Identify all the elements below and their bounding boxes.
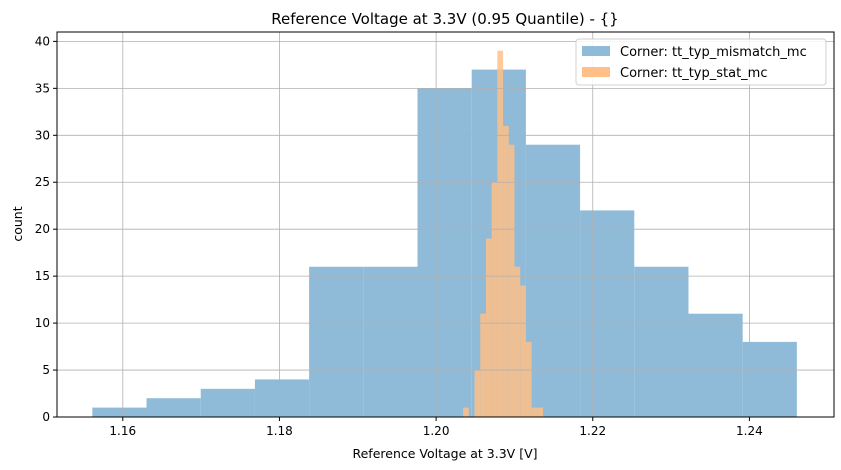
mismatch-bar bbox=[200, 388, 255, 417]
y-tick-label: 25 bbox=[35, 175, 50, 189]
mismatch-bar bbox=[309, 266, 364, 417]
y-tick-label: 40 bbox=[35, 34, 50, 48]
x-tick-label: 1.24 bbox=[736, 424, 763, 438]
x-tick-label: 1.16 bbox=[109, 424, 136, 438]
stat-bar bbox=[474, 370, 481, 417]
legend-box bbox=[575, 38, 827, 86]
plot-frame bbox=[56, 31, 835, 418]
stat-bar bbox=[497, 50, 504, 417]
y-tick-label: 5 bbox=[42, 363, 50, 377]
legend-label-mismatch: Corner: tt_typ_mismatch_mc bbox=[620, 45, 807, 60]
legend-swatch-stat bbox=[582, 67, 610, 77]
stat-bar bbox=[525, 341, 532, 417]
stat-bar bbox=[514, 266, 521, 417]
y-tick-label: 35 bbox=[35, 81, 50, 95]
y-tick-label: 20 bbox=[35, 222, 50, 236]
mismatch-bar bbox=[580, 210, 635, 417]
mismatch-bar bbox=[417, 88, 472, 417]
stat-bar bbox=[503, 125, 509, 417]
y-axis-label: count bbox=[10, 206, 25, 241]
chart-title: Reference Voltage at 3.3V (0.95 Quantile… bbox=[271, 10, 618, 28]
mismatch-bar bbox=[146, 398, 201, 417]
stat-bar bbox=[480, 313, 486, 417]
mismatch-bar bbox=[634, 266, 689, 417]
stat-bar bbox=[531, 407, 538, 417]
legend-swatch-mismatch bbox=[582, 46, 610, 56]
y-tick-label: 30 bbox=[35, 128, 50, 142]
legend-label-stat: Corner: tt_typ_stat_mc bbox=[620, 66, 768, 81]
y-tick-label: 10 bbox=[35, 316, 50, 330]
stat-bar bbox=[485, 238, 492, 417]
mismatch-bar bbox=[525, 144, 581, 417]
stat-bar bbox=[463, 407, 469, 417]
mismatch-bar bbox=[363, 266, 418, 417]
stat-bar bbox=[520, 285, 526, 417]
mismatch-bar bbox=[688, 313, 743, 417]
x-tick-label: 1.18 bbox=[266, 424, 293, 438]
stat-bar bbox=[508, 144, 515, 417]
mismatch-bar bbox=[92, 407, 147, 417]
y-tick-label: 0 bbox=[42, 410, 50, 424]
y-tick-label: 15 bbox=[35, 269, 50, 283]
mismatch-bar bbox=[742, 341, 797, 417]
stat-bar bbox=[491, 182, 498, 417]
mismatch-bar bbox=[254, 379, 310, 417]
x-tick-label: 1.22 bbox=[579, 424, 606, 438]
x-tick-label: 1.20 bbox=[423, 424, 450, 438]
x-axis-label: Reference Voltage at 3.3V [V] bbox=[352, 446, 537, 461]
legend: Corner: tt_typ_mismatch_mc Corner: tt_ty… bbox=[575, 38, 827, 86]
stat-bar bbox=[537, 407, 544, 417]
